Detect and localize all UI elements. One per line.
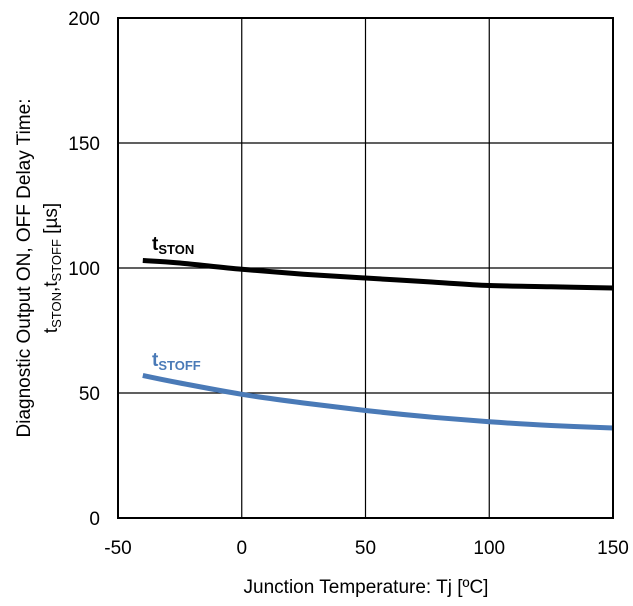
x-tick-label: 0 [236, 538, 247, 559]
x-tick-label: 100 [473, 538, 505, 559]
series-line-tstoff [142, 373, 614, 431]
y-tick-labels: 0 50 100 150 200 [68, 9, 100, 530]
series-label-tstoff-main: t [152, 350, 159, 371]
plot-frame [117, 17, 614, 519]
x-axis-label: Junction Temperature: Tj [ºC] [244, 577, 489, 598]
y-axis-label-line1: Diagnostic Output ON, OFF Delay Time: [14, 99, 35, 438]
x-tick-label: -50 [104, 538, 131, 559]
x-tick-label: 150 [597, 538, 629, 559]
x-tick-labels: -50 0 50 100 150 [104, 538, 629, 559]
y-axis-label-line2: tSTON,tSTOFF [µs] [41, 203, 64, 333]
y-tick-label: 0 [89, 509, 100, 530]
series-label-tstoff-sub: STOFF [158, 358, 200, 373]
series-label-tston: tSTON [152, 234, 194, 257]
y-tick-label: 50 [79, 384, 100, 405]
y-label-sub2: STOFF [49, 239, 64, 281]
y-tick-label: 100 [68, 259, 100, 280]
y-label-t1: t [41, 327, 62, 333]
grid-lines [117, 17, 614, 519]
series-lines [142, 258, 614, 431]
series-line-tston [142, 258, 614, 291]
series-label-tstoff: tSTOFF [152, 350, 201, 373]
series-label-tston-main: t [152, 234, 159, 255]
series-label-tston-sub: STON [158, 242, 194, 257]
y-label-t2: ,t [41, 281, 62, 292]
y-label-sub1: STON [49, 292, 64, 328]
y-tick-label: 150 [68, 134, 100, 155]
y-tick-label: 200 [68, 9, 100, 30]
y-label-unit: [µs] [41, 203, 62, 239]
x-tick-label: 50 [355, 538, 376, 559]
